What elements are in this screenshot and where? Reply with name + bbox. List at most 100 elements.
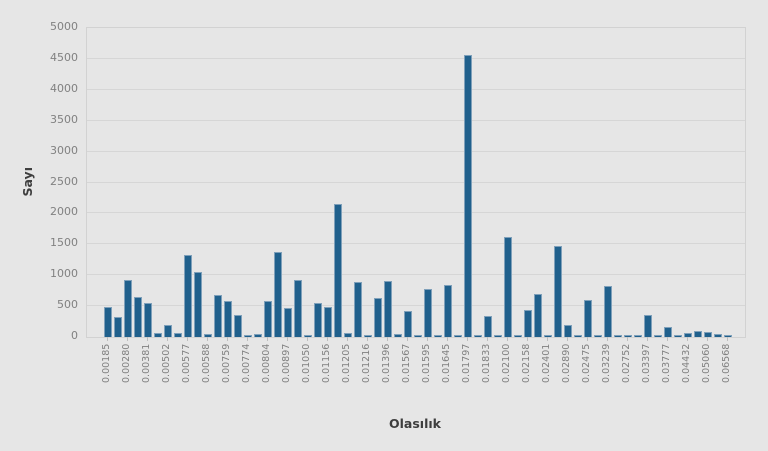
x-tick-label: 0.00280 [121, 344, 133, 384]
x-tick-mark [146, 337, 148, 341]
x-tick-label: 0.00897 [281, 344, 293, 384]
x-tick-mark [566, 337, 568, 341]
y-axis-tick-labels: 0 500 1000 1500 2000 2500 3000 3500 4000 4500 5000 [0, 21, 78, 342]
x-tick-label: 0.01797 [461, 344, 473, 384]
x-tick-label: 0.02890 [561, 344, 573, 384]
bar [633, 335, 642, 337]
bar [243, 334, 252, 337]
bar [213, 294, 222, 337]
x-tick-mark [606, 337, 608, 341]
y-tick-label: 3000 [50, 143, 78, 157]
x-tick-label: 0.00774 [241, 344, 253, 384]
y-tick-label: 500 [57, 298, 78, 312]
x-tick-label: 0.04432 [681, 344, 693, 384]
bar [533, 293, 542, 337]
x-tick-label: 0.02752 [621, 344, 633, 384]
bar [223, 300, 232, 337]
bar [133, 297, 142, 337]
bar [593, 334, 602, 337]
bar [143, 303, 152, 337]
bar [323, 307, 332, 337]
x-tick-label: 0.01567 [401, 344, 413, 384]
bar [453, 335, 462, 337]
gridline [87, 119, 745, 121]
bar [173, 333, 182, 337]
bar [313, 303, 322, 337]
x-tick-label: 0.02100 [501, 344, 513, 384]
y-tick-label: 2500 [50, 174, 78, 188]
bar [163, 325, 172, 337]
bar [573, 335, 582, 337]
x-tick-mark [686, 337, 688, 341]
bar [233, 315, 242, 337]
y-tick-label: 4500 [50, 50, 78, 64]
bar [273, 251, 282, 337]
bar [373, 298, 382, 337]
x-tick-mark [166, 337, 168, 341]
bar [413, 335, 422, 337]
y-tick-label: 2000 [50, 205, 78, 219]
x-tick-label: 0.00588 [201, 344, 213, 384]
x-tick-mark [206, 337, 208, 341]
bar [343, 332, 352, 337]
bar [443, 284, 452, 337]
x-tick-mark [226, 337, 228, 341]
bar [433, 335, 442, 337]
x-axis-tick-labels: 0.00185 0.00280 0.00381 0.00502 0.00577 0.005… [86, 344, 744, 406]
x-tick-label: 0.00804 [261, 344, 273, 384]
bar [303, 334, 312, 337]
bar [253, 334, 262, 337]
bar [523, 310, 532, 337]
x-axis-tick-marks [86, 337, 744, 343]
x-tick-label: 0.01050 [301, 344, 313, 384]
gridline [87, 274, 745, 276]
x-tick-label: 0.01216 [361, 344, 373, 384]
bar [483, 316, 492, 337]
y-tick-label: 0 [71, 329, 78, 342]
bar [203, 333, 212, 337]
y-tick-label: 4000 [50, 81, 78, 95]
bar [623, 334, 632, 337]
x-tick-mark [546, 337, 548, 341]
x-tick-mark [706, 337, 708, 341]
x-tick-mark [246, 337, 248, 341]
x-tick-mark [446, 337, 448, 341]
gridline [87, 212, 745, 214]
x-tick-mark [106, 337, 108, 341]
gridline [87, 243, 745, 245]
bar [683, 333, 692, 337]
bar [513, 335, 522, 337]
bar [283, 308, 292, 337]
bar [423, 288, 432, 337]
bar [353, 281, 362, 337]
bar [263, 300, 272, 337]
gridline [87, 181, 745, 183]
x-tick-label: 0.03397 [641, 344, 653, 384]
gridline [87, 57, 745, 59]
bar [293, 280, 302, 337]
bar [563, 324, 572, 337]
bar [603, 286, 612, 337]
bar [723, 334, 732, 337]
bar [403, 311, 412, 337]
x-tick-label: 0.00502 [161, 344, 173, 384]
bar [183, 255, 192, 337]
bar [123, 280, 132, 337]
x-tick-mark [346, 337, 348, 341]
x-tick-mark [666, 337, 668, 341]
bar [363, 334, 372, 337]
x-tick-label: 0.01396 [381, 344, 393, 384]
gridline [87, 305, 745, 307]
x-tick-mark [466, 337, 468, 341]
bar [703, 332, 712, 337]
x-axis-title: Olasılık [389, 416, 441, 431]
y-tick-label: 1000 [50, 267, 78, 281]
x-tick-label: 0.02158 [521, 344, 533, 384]
x-tick-mark [626, 337, 628, 341]
x-tick-mark [286, 337, 288, 341]
y-tick-label: 1500 [50, 236, 78, 250]
x-tick-mark [486, 337, 488, 341]
bar [103, 307, 112, 337]
x-tick-label: 0.00577 [181, 344, 193, 384]
